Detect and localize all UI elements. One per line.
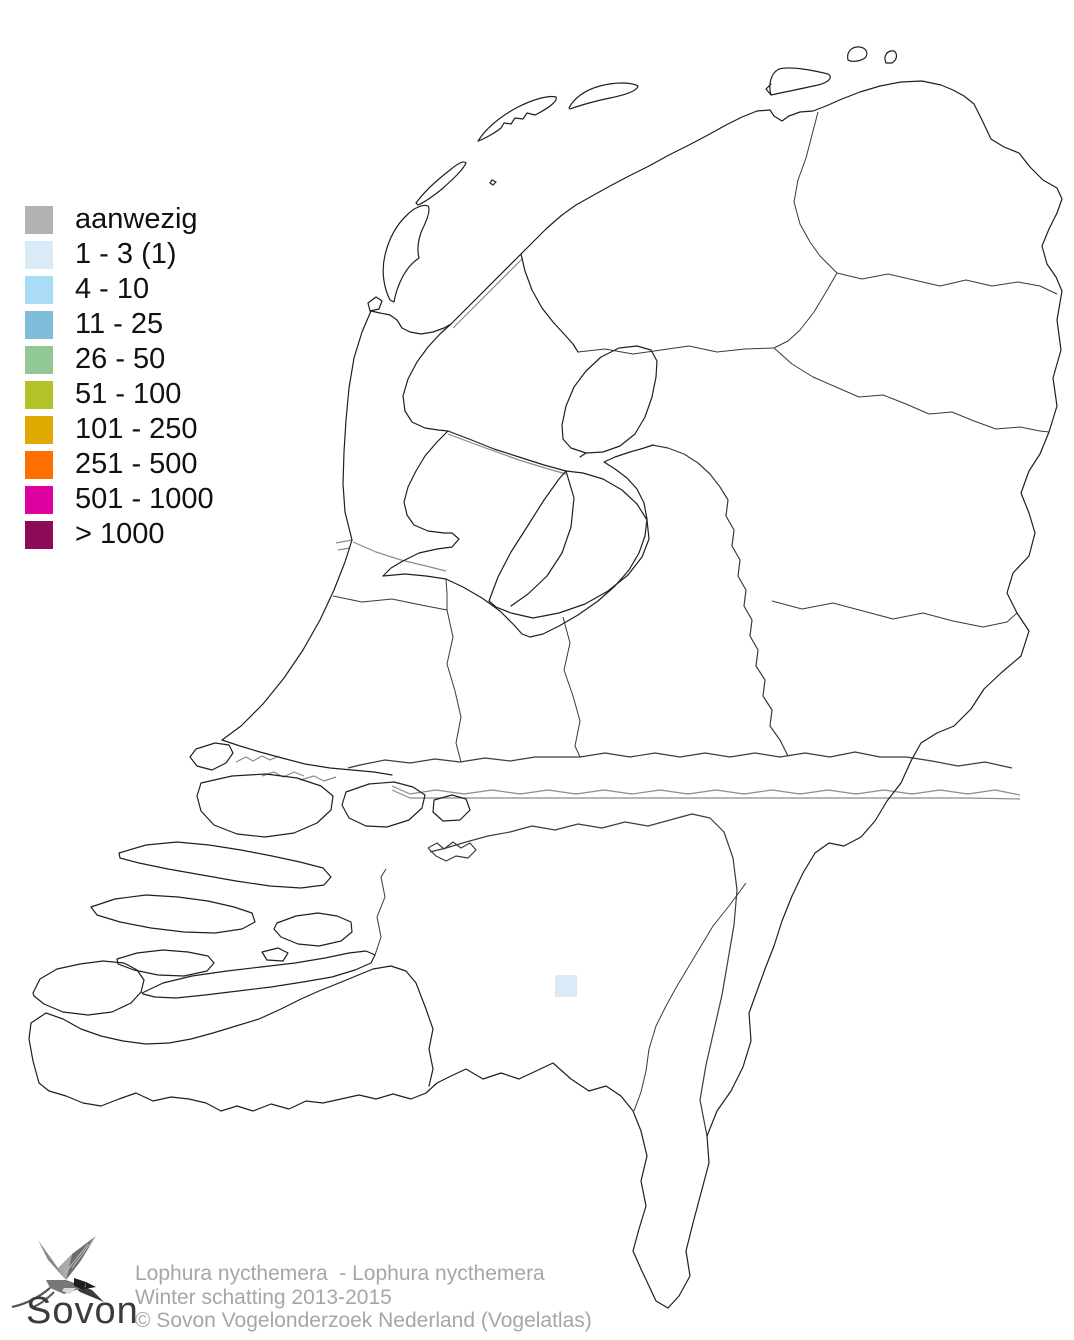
legend-swatch	[25, 345, 53, 374]
rivers	[347, 444, 1013, 1137]
legend-item: 26 - 50	[25, 342, 214, 377]
legend-swatch	[25, 520, 53, 549]
legend-item: 101 - 250	[25, 412, 214, 447]
copyright-line: © Sovon Vogelonderzoek Nederland (Vogela…	[135, 1309, 592, 1332]
species-name: Lophura nycthemera - Lophura nycthemera	[135, 1262, 545, 1285]
legend-label: > 1000	[75, 518, 165, 550]
legend-item: 51 - 100	[25, 377, 214, 412]
legend-item: 251 - 500	[25, 447, 214, 482]
legend-swatch	[25, 450, 53, 479]
legend-label: 11 - 25	[75, 308, 164, 340]
sovon-logo-text: Sovon	[26, 1290, 139, 1332]
legend-swatch	[25, 380, 53, 409]
legend-label: 26 - 50	[75, 343, 166, 375]
legend: aanwezig 1 - 3 (1) 4 - 10 11 - 25 26 - 5…	[25, 202, 214, 552]
legend-swatch	[25, 485, 53, 514]
legend-label: 1 - 3 (1)	[75, 238, 177, 270]
legend-label: 251 - 500	[75, 448, 198, 480]
legend-item: 11 - 25	[25, 307, 214, 342]
legend-item: 4 - 10	[25, 272, 214, 307]
legend-label: 501 - 1000	[75, 483, 214, 515]
legend-item: 1 - 3 (1)	[25, 237, 214, 272]
coastlines	[28, 46, 1063, 1309]
legend-item: aanwezig	[25, 202, 214, 237]
legend-swatch	[25, 205, 53, 234]
legend-swatch	[25, 415, 53, 444]
legend-label: 51 - 100	[75, 378, 182, 410]
legend-swatch	[25, 275, 53, 304]
legend-item: > 1000	[25, 517, 214, 552]
legend-label: aanwezig	[75, 203, 198, 235]
legend-label: 4 - 10	[75, 273, 150, 305]
observation-cell	[555, 975, 577, 997]
sovon-swallow-icon	[11, 1235, 104, 1308]
legend-label: 101 - 250	[75, 413, 198, 445]
legend-swatch	[25, 310, 53, 339]
legend-swatch	[25, 240, 53, 269]
legend-item: 501 - 1000	[25, 482, 214, 517]
map-caption: Lophura nycthemera - Lophura nycthemera …	[135, 1262, 592, 1333]
province-borders	[332, 111, 1058, 1112]
season-estimate: Winter schatting 2013-2015	[135, 1285, 392, 1309]
